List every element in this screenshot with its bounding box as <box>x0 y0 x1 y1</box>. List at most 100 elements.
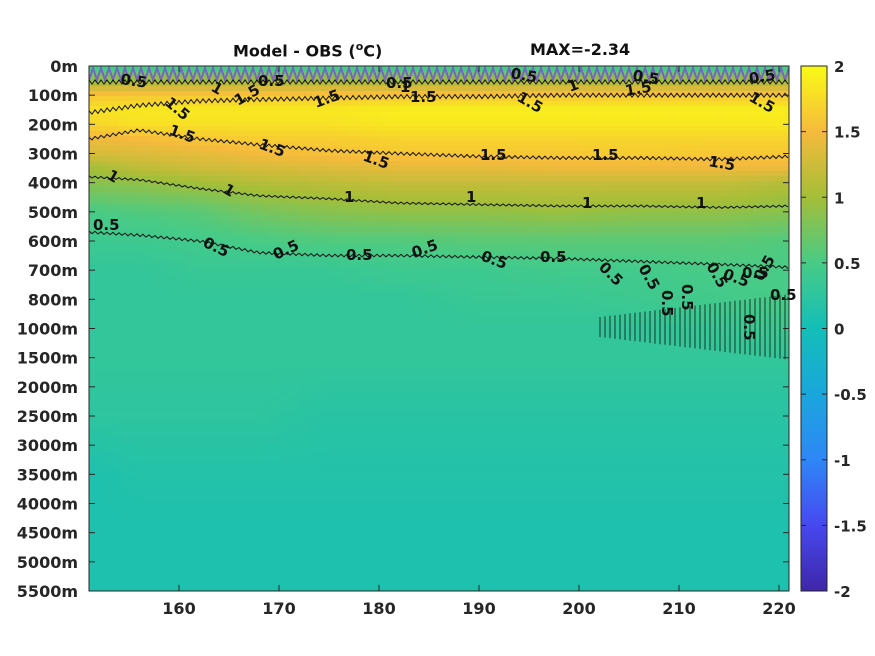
heatmap-cell <box>349 221 360 227</box>
heatmap-cell <box>449 231 460 237</box>
heatmap-cell <box>599 131 610 137</box>
heatmap-cell <box>259 161 270 167</box>
heatmap-cell <box>689 266 700 272</box>
heatmap-cell <box>749 301 760 307</box>
heatmap-cell <box>269 146 280 152</box>
heatmap-cell <box>589 171 600 177</box>
heatmap-cell <box>129 201 140 207</box>
heatmap-cell <box>339 171 350 177</box>
heatmap-cell <box>639 326 650 332</box>
heatmap-cell <box>309 221 320 227</box>
heatmap-cell <box>459 286 470 292</box>
heatmap-cell <box>529 361 540 367</box>
heatmap-cell <box>179 296 190 302</box>
heatmap-cell <box>689 106 700 112</box>
heatmap-cell <box>319 81 330 87</box>
heatmap-cell <box>329 376 340 382</box>
heatmap-cell <box>579 416 590 422</box>
heatmap-cell <box>589 166 600 172</box>
heatmap-cell <box>419 286 430 292</box>
heatmap-cell <box>479 336 490 342</box>
heatmap-cell <box>279 286 290 292</box>
heatmap-cell <box>709 101 720 107</box>
heatmap-cell <box>649 416 660 422</box>
heatmap-cell <box>719 186 730 192</box>
heatmap-cell <box>99 276 110 282</box>
heatmap-cell <box>689 181 700 187</box>
heatmap-cell <box>619 256 630 262</box>
heatmap-cell <box>779 321 789 327</box>
heatmap-cell <box>219 66 230 72</box>
heatmap-cell <box>299 246 310 252</box>
heatmap-cell <box>119 281 130 287</box>
heatmap-cell <box>759 281 770 287</box>
heatmap-cell <box>639 216 650 222</box>
heatmap-cell <box>129 241 140 247</box>
heatmap-cell <box>329 316 340 322</box>
heatmap-cell <box>299 216 310 222</box>
heatmap-cell <box>709 151 720 157</box>
heatmap-cell <box>519 196 530 202</box>
heatmap-cell <box>299 111 310 117</box>
heatmap-cell <box>509 226 520 232</box>
heatmap-cell <box>549 416 560 422</box>
heatmap-cell <box>749 331 760 337</box>
heatmap-cell <box>359 351 370 357</box>
heatmap-cell <box>479 296 490 302</box>
heatmap-cell <box>339 306 350 312</box>
heatmap-cell <box>429 186 440 192</box>
heatmap-cell <box>209 411 220 417</box>
heatmap-cell <box>659 216 670 222</box>
heatmap-cell <box>389 211 400 217</box>
heatmap-cell <box>729 391 740 397</box>
heatmap-cell <box>279 106 290 112</box>
heatmap-cell <box>569 216 580 222</box>
heatmap-cell <box>249 241 260 247</box>
heatmap-cell <box>559 386 570 392</box>
heatmap-cell <box>299 376 310 382</box>
heatmap-cell <box>699 141 710 147</box>
heatmap-cell <box>719 256 730 262</box>
heatmap-cell <box>349 91 360 97</box>
heatmap-cell <box>249 231 260 237</box>
heatmap-cell <box>619 286 630 292</box>
heatmap-cell <box>379 351 390 357</box>
heatmap-cell <box>469 366 480 372</box>
heatmap-cell <box>719 161 730 167</box>
heatmap-cell <box>179 136 190 142</box>
heatmap-cell <box>569 326 580 332</box>
heatmap-cell <box>579 341 590 347</box>
heatmap-cell <box>259 316 270 322</box>
heatmap-cell <box>289 211 300 217</box>
heatmap-cell <box>359 231 370 237</box>
heatmap-cell <box>749 131 760 137</box>
heatmap-cell <box>609 406 620 412</box>
heatmap-cell <box>769 101 780 107</box>
heatmap-cell <box>259 231 270 237</box>
heatmap-cell <box>139 406 150 412</box>
heatmap-cell <box>469 341 480 347</box>
heatmap-cell <box>399 181 410 187</box>
heatmap-cell <box>199 276 210 282</box>
heatmap-cell <box>169 241 180 247</box>
heatmap-cell <box>279 126 290 132</box>
heatmap-cell <box>329 266 340 272</box>
heatmap-cell <box>649 406 660 412</box>
heatmap-cell <box>229 416 240 422</box>
heatmap-cell <box>589 261 600 267</box>
heatmap-cell <box>619 91 630 97</box>
heatmap-cell <box>309 356 320 362</box>
heatmap-cell <box>159 281 170 287</box>
heatmap-cell <box>239 146 250 152</box>
heatmap-cell <box>369 336 380 342</box>
heatmap-cell <box>159 371 170 377</box>
heatmap-cell <box>549 131 560 137</box>
heatmap-cell <box>139 146 150 152</box>
heatmap-cell <box>719 151 730 157</box>
heatmap-cell <box>179 336 190 342</box>
heatmap-cell <box>369 311 380 317</box>
heatmap-cell <box>329 401 340 407</box>
heatmap-cell <box>239 86 250 92</box>
heatmap-cell <box>379 161 390 167</box>
heatmap-cell <box>249 106 260 112</box>
